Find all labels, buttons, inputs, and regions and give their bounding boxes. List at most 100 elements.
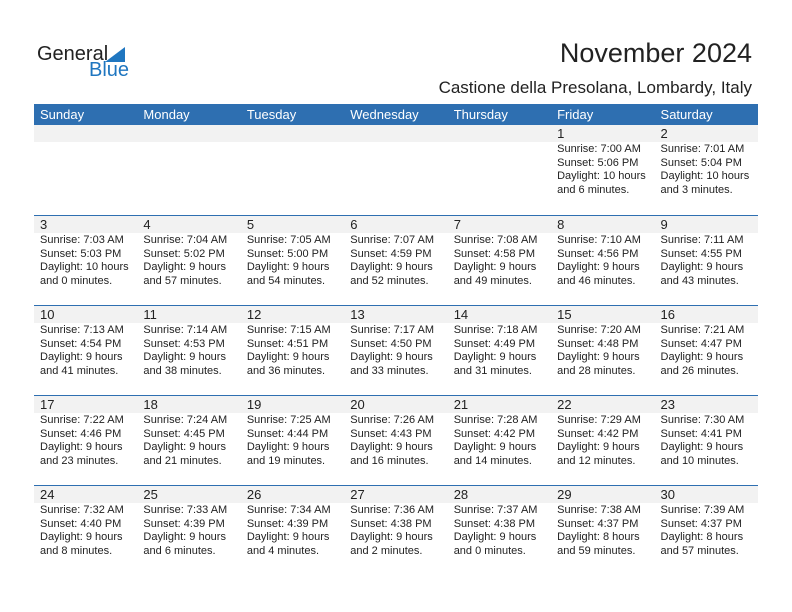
daylight-text: Daylight: 9 hours [246, 441, 330, 453]
page-title: November 2024 [559, 38, 752, 68]
sun-info: Sunrise: 7:03 AM Sunset: 5:03 PM Daylight:… [34, 233, 137, 288]
sunrise-text: Sunrise: 7:10 AM [557, 234, 641, 246]
sunset-text: Sunset: 4:59 PM [350, 247, 432, 260]
daylight-text: Daylight: 9 hours [143, 531, 226, 543]
sunset-text: Sunset: 4:49 PM [453, 337, 536, 350]
day-cell: 25 Sunrise: 7:33 AM Sunset: 4:39 PM Dayligh… [137, 486, 241, 575]
daylight-text: Daylight: 10 hours [40, 261, 129, 273]
day-cell: 3 Sunrise: 7:03 AM Sunset: 5:03 PM Daylight… [34, 216, 138, 305]
daylight-text: Daylight: 9 hours [350, 531, 433, 543]
sun-info: Sunrise: 7:07 AM Sunset: 4:59 PM Daylight:… [344, 233, 447, 288]
day-number: 17 [34, 396, 138, 413]
daylight-text: Daylight: 9 hours [143, 351, 226, 363]
day-cell: 15 Sunrise: 7:20 AM Sunset: 4:48 PM Dayligh… [551, 306, 655, 395]
location-subtitle: Castione della Presolana, Lombardy, Ital… [438, 78, 752, 97]
day-number: 10 [34, 306, 138, 323]
day-number: 29 [551, 486, 655, 503]
sunrise-text: Sunrise: 7:34 AM [246, 504, 331, 516]
day-number: 1 [551, 125, 655, 142]
logo-triangle-icon [105, 47, 125, 62]
sunrise-text: Sunrise: 7:15 AM [246, 324, 331, 336]
daylight-text: Daylight: 9 hours [40, 531, 123, 543]
daylight-text: Daylight: 9 hours [660, 261, 744, 273]
sun-info: Sunrise: 7:21 AM Sunset: 4:47 PM Daylight:… [655, 323, 758, 378]
daylight-text: Daylight: 9 hours [246, 261, 330, 273]
sun-info: Sunrise: 7:37 AM Sunset: 4:38 PM Daylight:… [448, 503, 551, 558]
day-number: 26 [240, 486, 345, 503]
day-cell: 11 Sunrise: 7:14 AM Sunset: 4:53 PM Dayligh… [137, 306, 241, 395]
daylight-text: Daylight: 8 hours [660, 531, 744, 543]
minutes-text: and 31 minutes. [453, 364, 532, 377]
sunset-text: Sunset: 4:38 PM [350, 517, 432, 530]
minutes-text: and 57 minutes. [143, 274, 222, 287]
sunrise-text: Sunrise: 7:21 AM [660, 324, 745, 336]
sun-info: Sunrise: 7:38 AM Sunset: 4:37 PM Daylight:… [551, 503, 654, 558]
sunset-text: Sunset: 4:42 PM [453, 427, 536, 440]
day-number: 24 [34, 486, 138, 503]
sunset-text: Sunset: 4:44 PM [246, 427, 329, 440]
day-number: 23 [654, 396, 758, 413]
weekday-friday: Friday [557, 107, 594, 122]
minutes-text: and 43 minutes. [660, 274, 739, 287]
daylight-text: Daylight: 9 hours [557, 351, 640, 363]
sunset-text: Sunset: 4:56 PM [557, 247, 639, 260]
sunrise-text: Sunrise: 7:03 AM [40, 234, 124, 246]
day-cell: 29 Sunrise: 7:38 AM Sunset: 4:37 PM Dayligh… [551, 486, 655, 575]
sunset-text: Sunset: 4:42 PM [557, 427, 639, 440]
sunrise-text: Sunrise: 7:39 AM [660, 504, 745, 516]
sun-info: Sunrise: 7:36 AM Sunset: 4:38 PM Daylight:… [344, 503, 447, 558]
day-number: 20 [344, 396, 448, 413]
day-cell [240, 125, 345, 215]
minutes-text: and 12 minutes. [557, 454, 636, 467]
sun-info: Sunrise: 7:01 AM Sunset: 5:04 PM Daylight:… [655, 142, 758, 197]
sunset-text: Sunset: 4:48 PM [557, 337, 639, 350]
sun-info: Sunrise: 7:18 AM Sunset: 4:49 PM Daylight:… [448, 323, 551, 378]
day-cell [34, 125, 138, 215]
sunrise-text: Sunrise: 7:29 AM [557, 414, 641, 426]
sunrise-text: Sunrise: 7:00 AM [557, 143, 641, 155]
sunset-text: Sunset: 5:03 PM [40, 247, 122, 260]
day-number: 21 [447, 396, 552, 413]
sun-info: Sunrise: 7:11 AM Sunset: 4:55 PM Daylight:… [655, 233, 758, 288]
sun-info: Sunrise: 7:30 AM Sunset: 4:41 PM Daylight:… [655, 413, 758, 468]
minutes-text: and 6 minutes. [557, 183, 630, 196]
daylight-text: Daylight: 9 hours [453, 351, 537, 363]
day-number: 14 [447, 306, 552, 323]
sunset-text: Sunset: 4:47 PM [660, 337, 742, 350]
sunset-text: Sunset: 4:38 PM [453, 517, 536, 530]
sunrise-text: Sunrise: 7:30 AM [660, 414, 745, 426]
sun-info: Sunrise: 7:22 AM Sunset: 4:46 PM Daylight:… [34, 413, 137, 468]
day-cell: 12 Sunrise: 7:15 AM Sunset: 4:51 PM Dayligh… [240, 306, 345, 395]
day-cell [137, 125, 241, 215]
minutes-text: and 21 minutes. [143, 454, 222, 467]
sun-info: Sunrise: 7:26 AM Sunset: 4:43 PM Daylight:… [344, 413, 447, 468]
sunset-text: Sunset: 4:37 PM [557, 517, 639, 530]
daylight-text: Daylight: 9 hours [557, 261, 640, 273]
daylight-text: Daylight: 8 hours [557, 531, 640, 543]
day-number: 28 [447, 486, 552, 503]
sun-info: Sunrise: 7:34 AM Sunset: 4:39 PM Daylight:… [241, 503, 344, 558]
day-number: 6 [344, 216, 448, 233]
day-cell: 30 Sunrise: 7:39 AM Sunset: 4:37 PM Dayligh… [654, 486, 758, 575]
sunset-text: Sunset: 5:00 PM [246, 247, 329, 260]
daylight-text: Daylight: 9 hours [40, 441, 123, 453]
day-cell: 13 Sunrise: 7:17 AM Sunset: 4:50 PM Dayligh… [344, 306, 448, 395]
day-number: 4 [137, 216, 241, 233]
day-number: 16 [654, 306, 758, 323]
sun-info: Sunrise: 7:15 AM Sunset: 4:51 PM Daylight:… [241, 323, 344, 378]
day-cell: 26 Sunrise: 7:34 AM Sunset: 4:39 PM Dayligh… [240, 486, 345, 575]
day-cell [447, 125, 552, 215]
minutes-text: and 0 minutes. [40, 274, 113, 287]
sun-info: Sunrise: 7:08 AM Sunset: 4:58 PM Daylight:… [448, 233, 551, 288]
day-cell: 16 Sunrise: 7:21 AM Sunset: 4:47 PM Dayligh… [654, 306, 758, 395]
minutes-text: and 14 minutes. [453, 454, 532, 467]
minutes-text: and 49 minutes. [453, 274, 532, 287]
minutes-text: and 6 minutes. [143, 544, 216, 557]
day-number: 7 [447, 216, 552, 233]
sunset-text: Sunset: 5:04 PM [660, 156, 742, 169]
day-cell: 7 Sunrise: 7:08 AM Sunset: 4:58 PM Daylight… [447, 216, 552, 305]
sun-info: Sunrise: 7:32 AM Sunset: 4:40 PM Daylight:… [34, 503, 137, 558]
sunrise-text: Sunrise: 7:25 AM [246, 414, 331, 426]
sun-info: Sunrise: 7:14 AM Sunset: 4:53 PM Daylight:… [137, 323, 240, 378]
week-row: 17 Sunrise: 7:22 AM Sunset: 4:46 PM Dayligh… [34, 395, 758, 485]
